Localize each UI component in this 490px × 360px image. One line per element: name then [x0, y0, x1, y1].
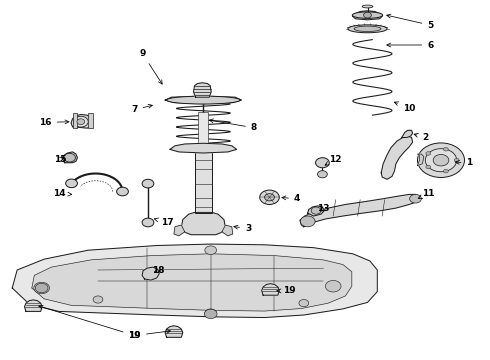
Polygon shape: [300, 194, 419, 227]
Circle shape: [318, 171, 327, 178]
Polygon shape: [32, 254, 352, 311]
Circle shape: [443, 169, 448, 173]
Text: 15: 15: [54, 154, 67, 163]
Text: 8: 8: [209, 119, 257, 132]
Text: 12: 12: [325, 154, 342, 165]
Circle shape: [311, 207, 321, 214]
Text: 4: 4: [282, 194, 300, 203]
Polygon shape: [381, 136, 413, 179]
Bar: [195, 148, 212, 213]
Circle shape: [142, 218, 154, 227]
Polygon shape: [165, 326, 183, 337]
Polygon shape: [402, 130, 413, 138]
Circle shape: [300, 216, 315, 227]
Ellipse shape: [352, 12, 383, 18]
Polygon shape: [262, 284, 279, 295]
Polygon shape: [165, 96, 242, 104]
Circle shape: [325, 280, 341, 292]
Text: 19: 19: [277, 287, 296, 295]
Circle shape: [205, 309, 217, 318]
Polygon shape: [170, 143, 237, 153]
Text: 10: 10: [394, 102, 415, 112]
Text: 11: 11: [418, 189, 435, 198]
Polygon shape: [63, 152, 77, 163]
Ellipse shape: [167, 96, 240, 104]
Ellipse shape: [354, 26, 381, 31]
Circle shape: [77, 119, 85, 125]
Text: 16: 16: [39, 118, 69, 127]
Circle shape: [142, 179, 154, 188]
Circle shape: [35, 283, 48, 293]
Circle shape: [265, 194, 274, 201]
Circle shape: [34, 282, 49, 294]
Text: 13: 13: [318, 204, 330, 213]
Polygon shape: [24, 300, 42, 311]
Circle shape: [260, 190, 279, 204]
Polygon shape: [417, 154, 424, 166]
Polygon shape: [353, 11, 382, 20]
Polygon shape: [12, 244, 377, 318]
Circle shape: [64, 153, 75, 162]
Circle shape: [117, 187, 128, 196]
Text: 19: 19: [39, 305, 141, 340]
Ellipse shape: [362, 5, 373, 8]
Text: 6: 6: [387, 40, 434, 49]
Text: 18: 18: [152, 266, 165, 275]
Bar: [73, 113, 77, 128]
Text: 17: 17: [154, 218, 173, 227]
Polygon shape: [181, 212, 225, 235]
Text: 7: 7: [131, 104, 152, 114]
Circle shape: [299, 300, 309, 307]
Circle shape: [204, 309, 217, 319]
Polygon shape: [142, 267, 159, 280]
Circle shape: [205, 246, 217, 255]
Circle shape: [426, 165, 431, 169]
Ellipse shape: [348, 25, 387, 33]
Circle shape: [425, 149, 457, 172]
Text: 5: 5: [387, 14, 434, 30]
Circle shape: [433, 154, 449, 166]
Bar: [88, 113, 93, 128]
Polygon shape: [174, 225, 185, 236]
Text: 2: 2: [414, 133, 429, 142]
Bar: [198, 112, 208, 146]
Text: 14: 14: [53, 189, 72, 198]
Text: 19: 19: [128, 329, 171, 340]
Circle shape: [454, 158, 459, 162]
Circle shape: [443, 148, 448, 151]
Polygon shape: [194, 83, 211, 97]
Polygon shape: [222, 225, 233, 236]
Circle shape: [74, 116, 88, 127]
Circle shape: [66, 179, 77, 188]
Circle shape: [417, 143, 465, 177]
Text: 9: 9: [140, 49, 162, 84]
Polygon shape: [308, 206, 324, 216]
Circle shape: [316, 158, 329, 168]
Text: 1: 1: [455, 158, 473, 167]
Text: 3: 3: [234, 224, 251, 233]
Polygon shape: [71, 114, 92, 128]
Circle shape: [410, 194, 421, 203]
Circle shape: [93, 296, 103, 303]
Circle shape: [364, 12, 371, 18]
Circle shape: [426, 152, 431, 155]
